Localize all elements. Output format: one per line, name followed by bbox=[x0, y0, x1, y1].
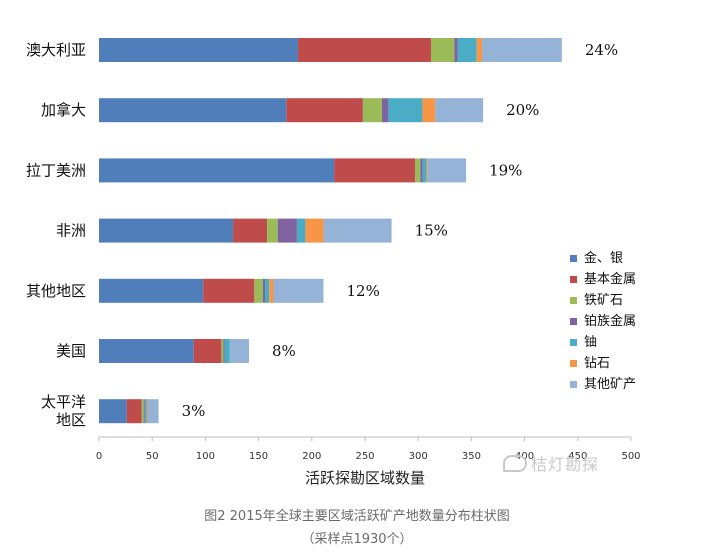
category-label: 加拿大 bbox=[41, 101, 86, 119]
bar-segment bbox=[144, 399, 147, 424]
bar-segment bbox=[193, 339, 222, 363]
bar-segment bbox=[323, 218, 392, 243]
x-tick-label: 0 bbox=[96, 451, 102, 462]
legend-swatch bbox=[570, 360, 577, 367]
bar-segment bbox=[126, 399, 142, 424]
bar-segment bbox=[422, 98, 436, 123]
bar-segment bbox=[267, 218, 278, 243]
category-label: 拉丁美洲 bbox=[26, 161, 86, 179]
legend-swatch bbox=[570, 297, 577, 304]
legend-label: 铂族金属 bbox=[584, 313, 636, 329]
bar-segment bbox=[476, 38, 483, 62]
data-labels: 24% 20% 19% 15% 12% 8% 3% bbox=[182, 41, 619, 420]
data-label: 8% bbox=[272, 342, 296, 360]
x-tick-label: 350 bbox=[462, 451, 481, 462]
bar-segment bbox=[277, 218, 297, 243]
figure-caption: 图2 2015年全球主要区域活跃矿产地数量分布柱状图 bbox=[204, 509, 510, 524]
legend-label: 钻石 bbox=[584, 356, 610, 371]
category-label: 太平洋地区 bbox=[41, 393, 86, 429]
bar-segment bbox=[388, 98, 423, 123]
bar-segment bbox=[221, 339, 224, 363]
legend-label: 金、银 bbox=[584, 250, 623, 266]
data-label: 19% bbox=[489, 161, 522, 179]
bars-layer bbox=[99, 38, 562, 424]
bar-segment bbox=[99, 399, 127, 424]
bar-segment bbox=[143, 399, 145, 424]
bar-segment bbox=[147, 399, 159, 424]
bar-segment bbox=[99, 98, 287, 123]
bar-segment bbox=[254, 278, 263, 303]
bar-segment bbox=[382, 98, 389, 123]
category-label: 澳大利亚 bbox=[26, 41, 86, 59]
legend-label: 基本金属 bbox=[584, 271, 636, 287]
watermark-text: 桔灯勘探 bbox=[531, 455, 600, 474]
bar-segment bbox=[422, 158, 427, 183]
x-tick-label: 500 bbox=[621, 451, 640, 462]
data-label: 3% bbox=[182, 402, 206, 420]
bar-segment bbox=[99, 339, 194, 363]
legend-swatch bbox=[570, 255, 577, 262]
bar-segment bbox=[435, 98, 484, 123]
bar-segment bbox=[262, 278, 265, 303]
category-label: 其他地区 bbox=[26, 282, 86, 300]
bar-segment bbox=[454, 38, 458, 62]
category-label: 美国 bbox=[56, 342, 86, 360]
bar-segment bbox=[99, 218, 234, 243]
bar-segment bbox=[305, 218, 324, 243]
x-tick-label: 450 bbox=[568, 451, 587, 462]
watermark: 桔灯勘探 bbox=[503, 451, 599, 475]
x-tick-label: 250 bbox=[355, 451, 374, 462]
legend-label: 其他矿产 bbox=[584, 377, 636, 392]
bar-segment bbox=[296, 218, 306, 243]
legend-swatch bbox=[570, 381, 577, 388]
bar-segment bbox=[457, 38, 477, 62]
bar-segment bbox=[362, 98, 383, 123]
bar-segment bbox=[141, 399, 144, 424]
bar-segment bbox=[229, 339, 250, 363]
bar-segment bbox=[273, 278, 324, 303]
bar-segment bbox=[99, 278, 204, 303]
x-axis-label: 活跃探勘区域数量 bbox=[305, 469, 425, 487]
bar-segment bbox=[264, 278, 270, 303]
chat-bubble-icon bbox=[503, 455, 527, 472]
bar-segment bbox=[420, 158, 423, 183]
x-axis-ticks: 0 50 100 150 200 250 300 350 400 450 500 bbox=[96, 437, 641, 462]
x-tick-label: 50 bbox=[146, 451, 159, 462]
data-label: 24% bbox=[585, 41, 618, 59]
bar-segment bbox=[99, 158, 335, 183]
bar-segment bbox=[427, 158, 467, 183]
data-label: 20% bbox=[506, 101, 539, 119]
bar-segment bbox=[426, 158, 428, 183]
x-tick-label: 300 bbox=[409, 451, 428, 462]
legend-label: 铀 bbox=[584, 335, 597, 350]
x-tick-label: 100 bbox=[196, 451, 215, 462]
bar-segment bbox=[233, 218, 268, 243]
x-tick-label: 400 bbox=[515, 451, 534, 462]
bar-segment bbox=[286, 98, 363, 123]
bar-segment bbox=[99, 38, 298, 62]
x-tick-label: 150 bbox=[249, 451, 268, 462]
data-label: 12% bbox=[347, 282, 380, 300]
bar-segment bbox=[297, 38, 431, 62]
bar-segment bbox=[269, 278, 274, 303]
data-label: 15% bbox=[415, 222, 448, 240]
legend-label: 铁矿石 bbox=[584, 293, 623, 308]
legend-swatch bbox=[570, 276, 577, 283]
x-tick-label: 200 bbox=[302, 451, 321, 462]
category-label: 非洲 bbox=[56, 222, 86, 240]
bar-segment bbox=[146, 399, 148, 424]
bar-segment bbox=[203, 278, 255, 303]
bar-segment bbox=[415, 158, 421, 183]
legend-swatch bbox=[570, 339, 577, 346]
bar-segment bbox=[223, 339, 225, 363]
bar-segment bbox=[334, 158, 416, 183]
legend-swatch bbox=[570, 318, 577, 325]
bar-segment bbox=[224, 339, 230, 363]
bar-segment bbox=[482, 38, 562, 62]
bar-segment bbox=[430, 38, 455, 62]
figure-caption-sample-note: （采样点1930个） bbox=[301, 532, 413, 547]
